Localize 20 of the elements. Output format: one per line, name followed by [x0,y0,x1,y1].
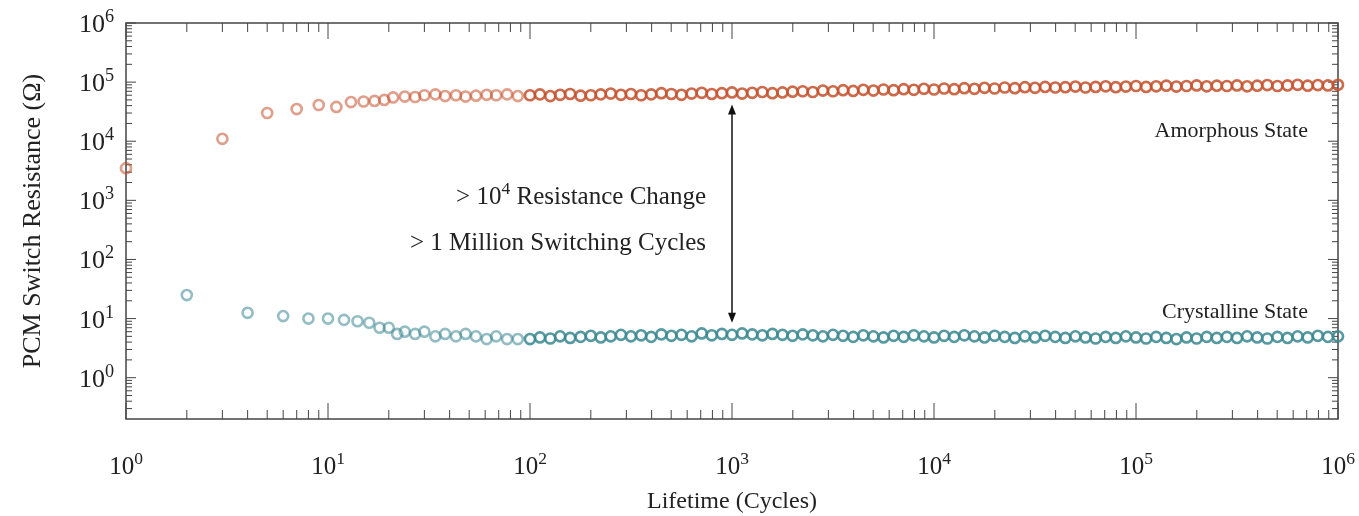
y-tick-label: 10$^{0}$ [78,360,114,393]
x-tick-label: 10$^{2}$ [513,448,547,479]
x-tick-label: 10$^{0}$ [109,448,144,479]
x-tick-label: 10$^{1}$ [311,448,345,479]
y-tick-label: 10$^{5}$ [78,65,114,98]
series-label: Crystalline State [1161,298,1308,324]
x-axis-title: Lifetime (Cycles) [647,487,817,513]
x-tick-label: 10$^{3}$ [715,448,750,479]
y-axis-title: PCM Switch Resistance (Ω) [17,73,46,369]
y-tick-label: 10$^{2}$ [78,242,114,275]
x-tick-label: 10$^{4}$ [917,448,952,479]
y-tick-label: 10$^{1}$ [78,301,114,334]
y-tick-label: 10$^{4}$ [78,124,114,157]
y-tick-label: 10$^{3}$ [78,183,114,216]
annotation: > 1 Million Switching Cycles [409,228,706,255]
y-tick-label: 10$^{6}$ [78,6,114,38]
series-label: Amorphous State [1154,116,1308,142]
x-tick-label: 10$^{5}$ [1119,448,1154,479]
annotation: > 10$^{4}$ Resistance Change [456,178,706,209]
x-tick-label: 10$^{6}$ [1321,448,1356,479]
